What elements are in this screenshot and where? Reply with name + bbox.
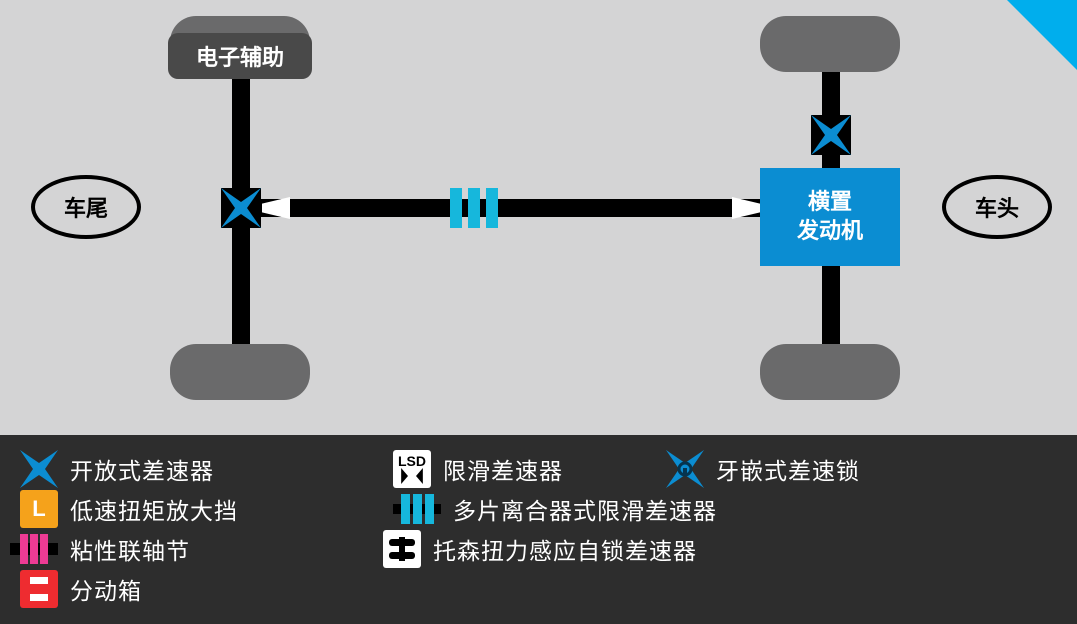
center-multiplate-clutch-icon xyxy=(450,188,498,228)
engine-box: 横置 发动机 xyxy=(760,168,900,266)
legend-transfer-text: 分动箱 xyxy=(70,572,142,606)
legend-multi-clutch-text: 多片离合器式限滑差速器 xyxy=(453,492,717,526)
rear-label: 车尾 xyxy=(31,175,141,239)
lsd-icon: LSD xyxy=(393,450,431,488)
legend-dog-lock-text: 牙嵌式差速锁 xyxy=(716,452,860,486)
torsen-icon xyxy=(383,530,421,568)
front-label: 车头 xyxy=(942,175,1052,239)
legend-torsen: 托森扭力感应自锁差速器 xyxy=(383,530,697,568)
legend-row-4: 分动箱 xyxy=(20,569,1057,609)
legend-viscous: 粘性联轴节 xyxy=(10,530,365,568)
legend-lsd: LSD 限滑差速器 xyxy=(393,450,648,488)
drivetrain-diagram-container: 车尾 车头 电子辅助 横置 发动机 xyxy=(0,0,1077,624)
legend-open-diff: 开放式差速器 xyxy=(20,450,375,488)
drivetrain-diagram: 车尾 车头 电子辅助 横置 发动机 xyxy=(0,0,1077,435)
low-gear-icon: L xyxy=(20,490,58,528)
legend-open-diff-text: 开放式差速器 xyxy=(70,452,214,486)
front-open-diff-icon xyxy=(810,114,852,156)
legend-row-2: L 低速扭矩放大挡 多片离合器式限滑差速器 xyxy=(20,489,1057,529)
dog-lock-icon xyxy=(666,450,704,488)
multi-clutch-icon xyxy=(393,490,441,528)
legend-transfer: 分动箱 xyxy=(20,570,142,608)
legend-low-gear: L 低速扭矩放大挡 xyxy=(20,490,375,528)
legend-multi-clutch: 多片离合器式限滑差速器 xyxy=(393,490,717,528)
open-diff-icon xyxy=(20,450,58,488)
legend-lsd-text: 限滑差速器 xyxy=(443,452,563,486)
legend: 开放式差速器 LSD 限滑差速器 牙嵌式差速锁 xyxy=(0,435,1077,624)
electronic-assist-badge: 电子辅助 xyxy=(168,33,312,79)
rear-open-diff-icon xyxy=(220,187,262,229)
legend-row-1: 开放式差速器 LSD 限滑差速器 牙嵌式差速锁 xyxy=(20,449,1057,489)
legend-low-gear-text: 低速扭矩放大挡 xyxy=(70,492,238,526)
legend-viscous-text: 粘性联轴节 xyxy=(70,532,190,566)
center-driveshaft xyxy=(250,199,760,217)
wheel-front-left xyxy=(760,16,900,72)
legend-torsen-text: 托森扭力感应自锁差速器 xyxy=(433,532,697,566)
wheel-front-right xyxy=(760,344,900,400)
engine-label-line1: 横置 xyxy=(797,188,863,217)
viscous-icon xyxy=(10,530,58,568)
front-axle-shaft-lower xyxy=(822,265,840,346)
engine-label-line2: 发动机 xyxy=(797,217,863,246)
legend-dog-lock: 牙嵌式差速锁 xyxy=(666,450,860,488)
transfer-case-icon xyxy=(20,570,58,608)
legend-row-3: 粘性联轴节 托森扭力感应自锁差速器 xyxy=(20,529,1057,569)
wheel-rear-right xyxy=(170,344,310,400)
